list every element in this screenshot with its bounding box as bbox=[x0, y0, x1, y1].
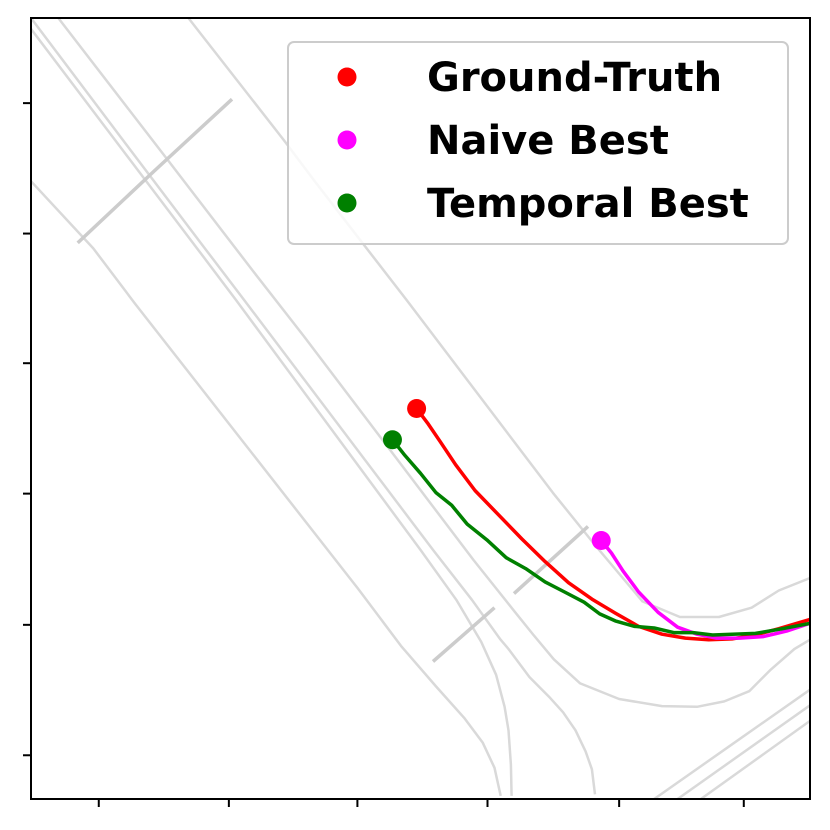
road-line-6 bbox=[676, 704, 810, 799]
axis-ticks bbox=[23, 102, 745, 807]
legend-label-ground-truth: Ground-Truth bbox=[427, 55, 722, 101]
road-line-0 bbox=[31, 18, 597, 795]
legend-marker-ground-truth bbox=[337, 67, 357, 87]
road-crosswalk-0 bbox=[76, 97, 234, 245]
series-start-point-temporal-best bbox=[382, 430, 402, 450]
plot-frame bbox=[30, 17, 811, 800]
legend-label-naive-best: Naive Best bbox=[427, 118, 669, 164]
series-line-naive-best bbox=[599, 538, 810, 640]
legend: Ground-Truth Naive Best Temporal Best bbox=[287, 41, 789, 245]
road-crosswalk-2 bbox=[512, 525, 590, 595]
road-crosswalk-1 bbox=[431, 606, 496, 663]
road-line-5 bbox=[653, 688, 810, 799]
road-line-2 bbox=[31, 28, 513, 796]
legend-marker-temporal-best bbox=[337, 193, 357, 213]
legend-marker-naive-best bbox=[337, 130, 357, 150]
series-start-point-ground-truth bbox=[407, 399, 427, 418]
trajectory-series bbox=[382, 399, 810, 642]
series-line-temporal-best bbox=[390, 437, 810, 637]
road-line-1 bbox=[57, 18, 810, 709]
road-line-3 bbox=[31, 180, 502, 797]
road-line-7 bbox=[700, 719, 810, 799]
legend-label-temporal-best: Temporal Best bbox=[427, 181, 749, 227]
series-start-point-naive-best bbox=[591, 530, 611, 550]
legend-box bbox=[287, 41, 789, 245]
